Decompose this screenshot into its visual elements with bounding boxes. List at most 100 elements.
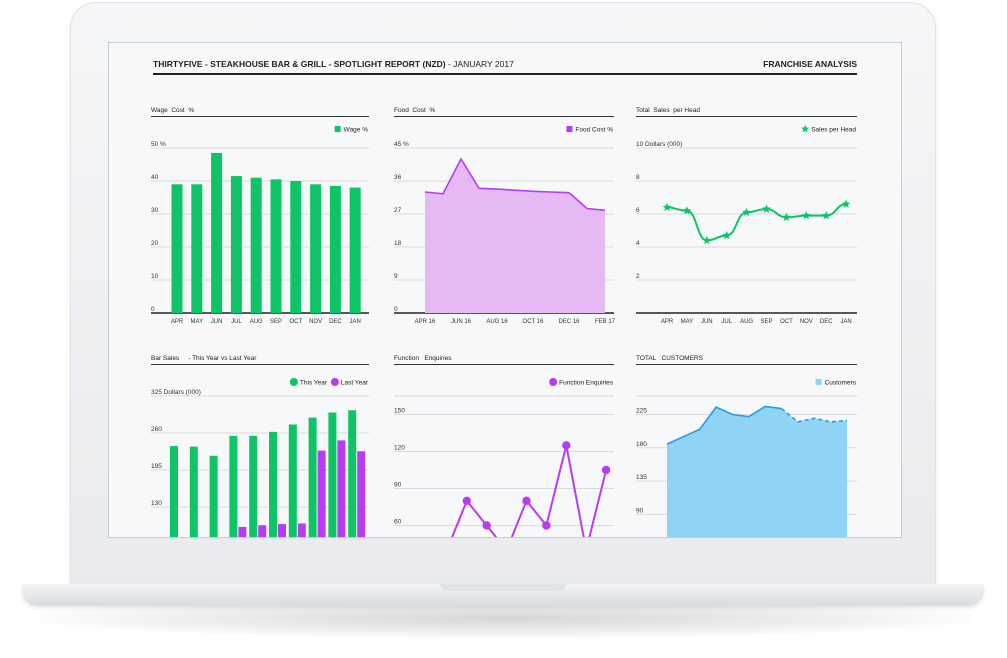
bar-last-year <box>317 450 326 537</box>
y-tick-label: 0 <box>151 306 155 313</box>
y-tick-label: 27 <box>394 207 402 214</box>
bar-last-year <box>238 526 247 537</box>
y-tick-label: 90 <box>636 507 644 514</box>
y-axis-top-label: 45 % <box>394 141 409 148</box>
y-tick-label: 0 <box>394 306 398 313</box>
x-tick-label: OCT <box>289 319 302 325</box>
bar-this-year <box>288 424 297 537</box>
data-point <box>601 465 611 475</box>
y-tick-label: 60 <box>394 519 402 526</box>
function-enquiries-chart: 306090120150Function Enquiries <box>394 378 614 537</box>
y-tick-label: 30 <box>151 207 159 214</box>
y-tick-label: 40 <box>151 174 159 181</box>
food-cost-chart: 0 9 18 27 36 45 % Food Cost % APR 16 JUN 16 AUG 1… <box>394 126 616 325</box>
area-line <box>666 405 782 445</box>
data-point <box>522 496 531 506</box>
bar-this-year <box>189 446 198 537</box>
panel-title: Food Cost % <box>394 107 436 114</box>
bar-this-year <box>269 431 277 537</box>
x-tick-label: DEC <box>820 319 833 325</box>
bar <box>191 184 203 313</box>
x-tick-label: SEP <box>270 319 282 325</box>
panel-title: Bar Sales - This Year vs Last Year <box>151 355 257 362</box>
bar-this-year <box>308 417 317 537</box>
panel-total-customers: TOTAL CUSTOMERS 4590135180225Customers <box>636 355 857 537</box>
x-tick-label: JUN <box>701 319 713 325</box>
sales-per-head-chart: 2 4 6 8 10 Dollars (000) Sales per Head APR MAY… <box>636 124 857 325</box>
bar <box>250 177 262 313</box>
bar-last-year <box>337 440 346 537</box>
y-tick-label: 6 <box>636 207 640 214</box>
y-tick-label: 2 <box>636 273 640 280</box>
panel-function-enquiries: Function Enquiries 306090120150Function … <box>394 355 614 537</box>
y-tick-label: 135 <box>636 474 647 481</box>
y-tick-label: 10 <box>151 273 159 280</box>
x-tick-label: JUL <box>231 319 242 325</box>
y-axis-top-label: 10 Dollars (000) <box>636 141 682 148</box>
y-axis-top-label: 325 Dollars (000) <box>151 389 201 396</box>
x-tick-label: OCT 16 <box>523 319 545 325</box>
bar <box>349 187 361 313</box>
legend-marker <box>289 378 298 386</box>
bar-this-year <box>229 435 238 537</box>
laptop-screen: THIRTYFIVE - STEAKHOUSE BAR & GRILL - SP… <box>108 42 902 538</box>
report-date: - JANUARY 2017 <box>445 59 514 69</box>
y-tick-label: 195 <box>151 463 162 470</box>
y-tick-label: 130 <box>151 500 162 507</box>
wage-cost-chart: 0 10 20 30 40 50 % Wage % APR MAY JUN JUL AUG SEP OCT… <box>151 126 369 325</box>
x-tick-label: AUG 16 <box>486 319 508 325</box>
bar-sales-chart: 65 130 195 260 325 Dollars (000) Last Year Thi… <box>151 378 369 537</box>
data-point-star <box>782 212 791 221</box>
x-tick-label: JUL <box>721 319 732 325</box>
laptop-notch <box>440 584 566 591</box>
series-line <box>451 445 608 537</box>
y-tick-label: 90 <box>394 482 402 489</box>
panel-rule <box>636 364 857 365</box>
total-customers-chart: 4590135180225Customers <box>636 379 857 537</box>
panel-sales-per-head: Total Sales per Head 2 4 6 8 10 Dollars (000… <box>636 107 857 327</box>
y-tick-label: 150 <box>394 408 405 415</box>
legend-label: This Year <box>300 380 328 387</box>
panel-title: Wage Cost % <box>151 107 195 114</box>
y-tick-label: 225 <box>636 408 647 415</box>
panel-rule <box>394 364 614 365</box>
bar <box>310 184 322 313</box>
panel-rule <box>394 116 614 117</box>
legend-marker <box>566 126 573 132</box>
data-point-star <box>682 206 692 215</box>
panel-bar-sales: Bar Sales - This Year vs Last Year 65 130… <box>151 355 369 537</box>
y-tick-label: 180 <box>636 441 647 448</box>
legend-marker <box>549 378 558 386</box>
bar <box>211 152 223 313</box>
legend-label: Function Enquiries <box>559 380 614 387</box>
bar <box>290 181 302 313</box>
legend-label: Sales per Head <box>811 127 856 134</box>
data-point <box>482 521 491 530</box>
bar-this-year <box>249 435 258 537</box>
x-tick-label: JUN <box>211 319 223 325</box>
panel-wage-cost: Wage Cost % 0 10 20 30 40 50 % Wage % APR MAY JUN… <box>151 107 369 327</box>
franchise-analysis-label: FRANCHISE ANALYSIS <box>763 59 857 69</box>
panel-rule <box>636 116 857 117</box>
area-line-dashed <box>780 407 848 423</box>
series-line <box>666 203 847 242</box>
laptop-base <box>22 584 984 606</box>
x-tick-label: DEC 16 <box>558 319 580 325</box>
x-tick-label: FEB 17 <box>595 319 616 325</box>
panel-rule <box>151 116 369 117</box>
data-point-star <box>802 211 811 220</box>
x-tick-label: APR 16 <box>415 319 436 325</box>
area-line <box>424 157 606 212</box>
x-tick-label: JAN <box>840 319 851 325</box>
bar-last-year <box>297 523 306 537</box>
bar-last-year <box>278 524 286 537</box>
panel-food-cost: Food Cost % 0 9 18 27 36 45 % Food Cost % APR 1… <box>394 107 616 327</box>
bar-last-year <box>258 525 267 537</box>
bar-this-year <box>170 446 178 537</box>
x-tick-label: APR <box>171 319 184 325</box>
x-tick-label: AUG <box>250 319 263 325</box>
y-tick-label: 8 <box>636 174 640 181</box>
legend-marker <box>815 379 822 385</box>
x-tick-label: JAN <box>350 319 361 325</box>
x-tick-label: DEC <box>329 319 342 325</box>
